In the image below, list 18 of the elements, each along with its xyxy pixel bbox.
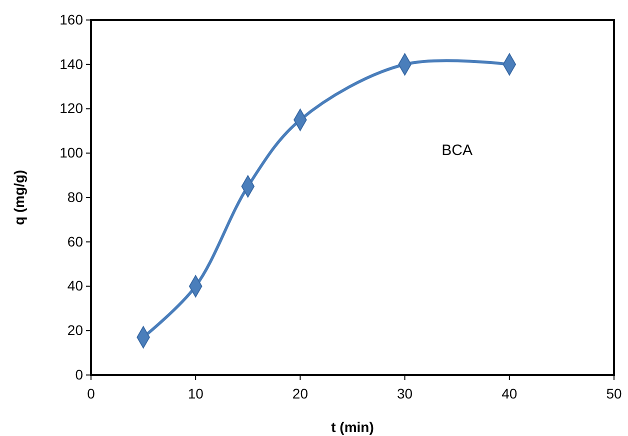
x-tick-label: 40 — [502, 385, 518, 402]
y-tick-label: 0 — [75, 366, 84, 382]
y-tick-label: 160 — [60, 11, 84, 28]
y-tick-label: 80 — [67, 188, 84, 205]
y-tick-label: 20 — [67, 322, 84, 338]
x-tick-label: 50 — [606, 385, 622, 402]
x-tick-label: 0 — [87, 385, 96, 402]
y-tick-label: 140 — [60, 56, 84, 72]
x-tick-label: 10 — [188, 385, 204, 402]
y-axis-title: q (mg/g) — [11, 170, 27, 226]
x-tick-label: 30 — [397, 385, 413, 402]
y-tick-label: 60 — [67, 233, 84, 250]
text: BCA — [442, 142, 473, 159]
y-tick-label: 120 — [60, 100, 84, 116]
x-tick-label: 20 — [292, 385, 308, 402]
x-axis-title: t (min) — [331, 419, 374, 435]
y-tick-label: 40 — [67, 278, 84, 294]
y-tick-label: 100 — [60, 144, 84, 161]
